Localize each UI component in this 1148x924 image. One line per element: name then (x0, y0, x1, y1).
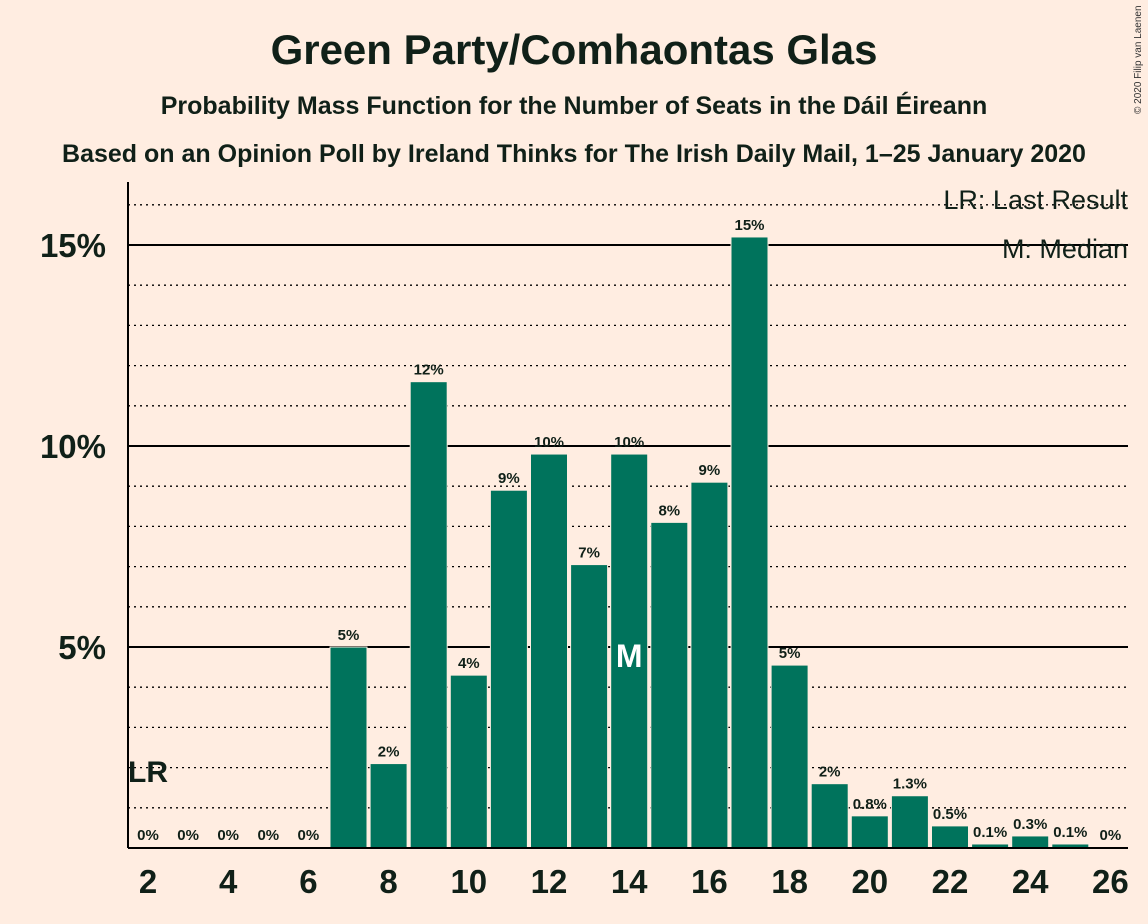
chart-subtitle-2: Based on an Opinion Poll by Ireland Thin… (62, 140, 1086, 168)
data-label: 2% (378, 744, 400, 761)
x-tick-label: 6 (299, 863, 317, 900)
bar (931, 825, 969, 849)
data-label: 0.1% (1053, 824, 1087, 841)
bar (570, 564, 609, 849)
y-tick-label: 15% (40, 227, 106, 264)
x-tick-label: 12 (531, 863, 568, 900)
bar (489, 489, 528, 849)
data-label: 1.3% (893, 776, 927, 793)
data-label: 0% (1100, 827, 1122, 844)
last-result-marker: LR (128, 756, 168, 789)
x-tick-label: 2 (139, 863, 157, 900)
bar (850, 815, 889, 849)
data-label: 9% (498, 470, 520, 487)
bar (449, 674, 488, 849)
legend-median: M: Median (1002, 234, 1128, 264)
median-marker: M (616, 638, 643, 674)
bar (1011, 835, 1050, 849)
x-tick-label: 14 (611, 863, 648, 900)
x-tick-label: 22 (932, 863, 969, 900)
bars (329, 236, 1090, 849)
data-label: 0% (298, 827, 320, 844)
bar (770, 664, 809, 849)
axes: 2 4 6 8 10 12 14 16 18 20 22 24 265%10%15% (40, 182, 1129, 900)
data-label: 0% (177, 827, 199, 844)
data-label: 10% (614, 434, 644, 451)
x-tick-label: 16 (691, 863, 728, 900)
data-label: 4% (458, 655, 480, 672)
data-label: 0.3% (1013, 816, 1047, 833)
data-label: 0.8% (853, 796, 887, 813)
bar (810, 783, 849, 849)
bar (610, 453, 649, 849)
data-label: 0% (217, 827, 239, 844)
y-tick-label: 5% (58, 629, 106, 666)
data-label: 0% (137, 827, 159, 844)
data-label: 10% (534, 434, 564, 451)
data-label: 9% (699, 462, 721, 479)
bar (890, 795, 929, 849)
bar (530, 453, 568, 849)
data-label: 12% (414, 362, 444, 379)
bar (409, 381, 448, 849)
copyright-note: © 2020 Filip van Laenen (1133, 5, 1144, 114)
bar (650, 521, 689, 849)
chart-title: Green Party/Comhaontas Glas (271, 26, 878, 73)
x-tick-label: 20 (851, 863, 888, 900)
data-label: 8% (658, 502, 680, 519)
bar (329, 646, 368, 849)
data-label: 0% (257, 827, 279, 844)
data-label: 0.1% (973, 824, 1007, 841)
x-tick-label: 8 (379, 863, 397, 900)
y-tick-label: 10% (40, 428, 106, 465)
legend-last-result: LR: Last Result (943, 185, 1128, 215)
x-tick-label: 24 (1012, 863, 1049, 900)
data-label: 15% (734, 217, 764, 234)
bar (369, 763, 408, 849)
data-label: 0.5% (933, 806, 967, 823)
data-label: 7% (578, 545, 600, 562)
data-label: 5% (338, 627, 360, 644)
x-tick-label: 4 (219, 863, 238, 900)
x-tick-label: 10 (450, 863, 487, 900)
bar (730, 236, 769, 849)
bar (690, 481, 729, 849)
data-label: 2% (819, 764, 841, 781)
data-label: 5% (779, 645, 801, 662)
x-tick-label: 18 (771, 863, 808, 900)
data-labels: 0% 0% 0% 0% 0% 5% 2% 12% 4% 9% 10% 7% 10% 8% 9% 15% 5% 2%… (128, 217, 1121, 844)
chart-subtitle: Probability Mass Function for the Number… (161, 91, 988, 120)
x-tick-label: 26 (1092, 863, 1129, 900)
